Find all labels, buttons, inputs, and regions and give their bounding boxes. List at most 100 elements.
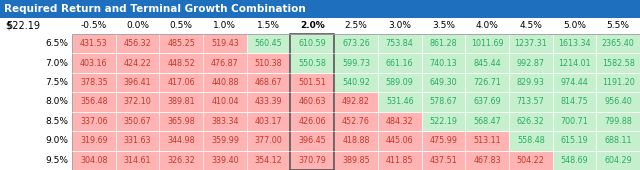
Text: 974.44: 974.44 [561, 78, 588, 87]
Bar [596, 92, 640, 112]
Bar [116, 73, 159, 92]
Bar [422, 151, 465, 170]
Bar [72, 53, 116, 73]
Bar [596, 53, 640, 73]
Bar [334, 112, 378, 131]
Text: 560.45: 560.45 [255, 39, 282, 48]
Text: 424.22: 424.22 [124, 59, 152, 68]
Bar [509, 53, 552, 73]
Text: 753.84: 753.84 [386, 39, 413, 48]
Bar [509, 151, 552, 170]
Text: 8.5%: 8.5% [45, 117, 68, 126]
Bar [334, 151, 378, 170]
Text: 431.53: 431.53 [80, 39, 108, 48]
Text: 475.99: 475.99 [429, 136, 458, 145]
Text: 304.08: 304.08 [80, 156, 108, 165]
Text: 548.69: 548.69 [561, 156, 588, 165]
Text: 7.0%: 7.0% [45, 59, 68, 68]
Bar [422, 53, 465, 73]
Text: 2.0%: 2.0% [300, 21, 324, 30]
Text: 417.06: 417.06 [168, 78, 195, 87]
Bar [291, 34, 334, 53]
Text: 2365.40: 2365.40 [602, 39, 634, 48]
Text: 9.0%: 9.0% [45, 136, 68, 145]
Text: 540.92: 540.92 [342, 78, 370, 87]
Text: 331.63: 331.63 [124, 136, 151, 145]
Bar [334, 73, 378, 92]
Bar [552, 53, 596, 73]
Text: 522.19: 522.19 [6, 21, 40, 31]
Text: 956.40: 956.40 [604, 98, 632, 106]
Bar [72, 34, 640, 170]
Text: 649.30: 649.30 [429, 78, 457, 87]
Bar [247, 92, 291, 112]
Text: $: $ [5, 21, 11, 31]
Text: 410.04: 410.04 [211, 98, 239, 106]
Text: 396.41: 396.41 [124, 78, 151, 87]
Bar [596, 131, 640, 151]
Bar [465, 151, 509, 170]
Bar [203, 73, 247, 92]
Bar [291, 131, 334, 151]
Text: 9.5%: 9.5% [45, 156, 68, 165]
Text: 403.16: 403.16 [80, 59, 108, 68]
Text: 726.71: 726.71 [473, 78, 501, 87]
Text: 418.88: 418.88 [342, 136, 370, 145]
Text: 1.0%: 1.0% [213, 21, 236, 30]
Text: 484.32: 484.32 [386, 117, 413, 126]
Bar [116, 92, 159, 112]
Bar [465, 131, 509, 151]
Bar [247, 112, 291, 131]
Bar [378, 53, 422, 73]
Text: -0.5%: -0.5% [81, 21, 107, 30]
Bar [247, 131, 291, 151]
Text: 740.13: 740.13 [429, 59, 457, 68]
Bar [0, 18, 640, 34]
Text: 452.76: 452.76 [342, 117, 370, 126]
Text: 437.51: 437.51 [429, 156, 457, 165]
Bar [596, 73, 640, 92]
Text: 673.26: 673.26 [342, 39, 370, 48]
Text: 599.73: 599.73 [342, 59, 370, 68]
Text: 403.17: 403.17 [255, 117, 282, 126]
Bar [334, 53, 378, 73]
Text: 513.11: 513.11 [473, 136, 501, 145]
Bar [465, 112, 509, 131]
Bar [334, 92, 378, 112]
Text: 492.82: 492.82 [342, 98, 370, 106]
Bar [465, 92, 509, 112]
Bar [378, 151, 422, 170]
Text: 356.48: 356.48 [80, 98, 108, 106]
Bar [378, 92, 422, 112]
Bar [72, 112, 116, 131]
Bar [159, 131, 203, 151]
Text: 3.5%: 3.5% [432, 21, 455, 30]
Bar [378, 34, 422, 53]
Text: 0.0%: 0.0% [126, 21, 149, 30]
Bar [291, 73, 334, 92]
Text: 626.32: 626.32 [517, 117, 545, 126]
Text: 359.99: 359.99 [211, 136, 239, 145]
Text: 389.81: 389.81 [168, 98, 195, 106]
Bar [0, 0, 640, 18]
Text: 468.67: 468.67 [255, 78, 282, 87]
Text: 1613.34: 1613.34 [558, 39, 591, 48]
Bar [72, 73, 116, 92]
Bar [552, 131, 596, 151]
Text: 365.98: 365.98 [167, 117, 195, 126]
Text: 389.85: 389.85 [342, 156, 370, 165]
Text: 550.58: 550.58 [298, 59, 326, 68]
Bar [116, 131, 159, 151]
Bar [72, 131, 116, 151]
Bar [596, 112, 640, 131]
Text: 531.46: 531.46 [386, 98, 413, 106]
Text: 485.25: 485.25 [167, 39, 195, 48]
Bar [247, 73, 291, 92]
Text: 713.57: 713.57 [517, 98, 545, 106]
Bar [596, 34, 640, 53]
Text: 637.69: 637.69 [473, 98, 501, 106]
Text: 829.93: 829.93 [517, 78, 545, 87]
Text: 344.98: 344.98 [168, 136, 195, 145]
Text: 314.61: 314.61 [124, 156, 151, 165]
Bar [422, 112, 465, 131]
